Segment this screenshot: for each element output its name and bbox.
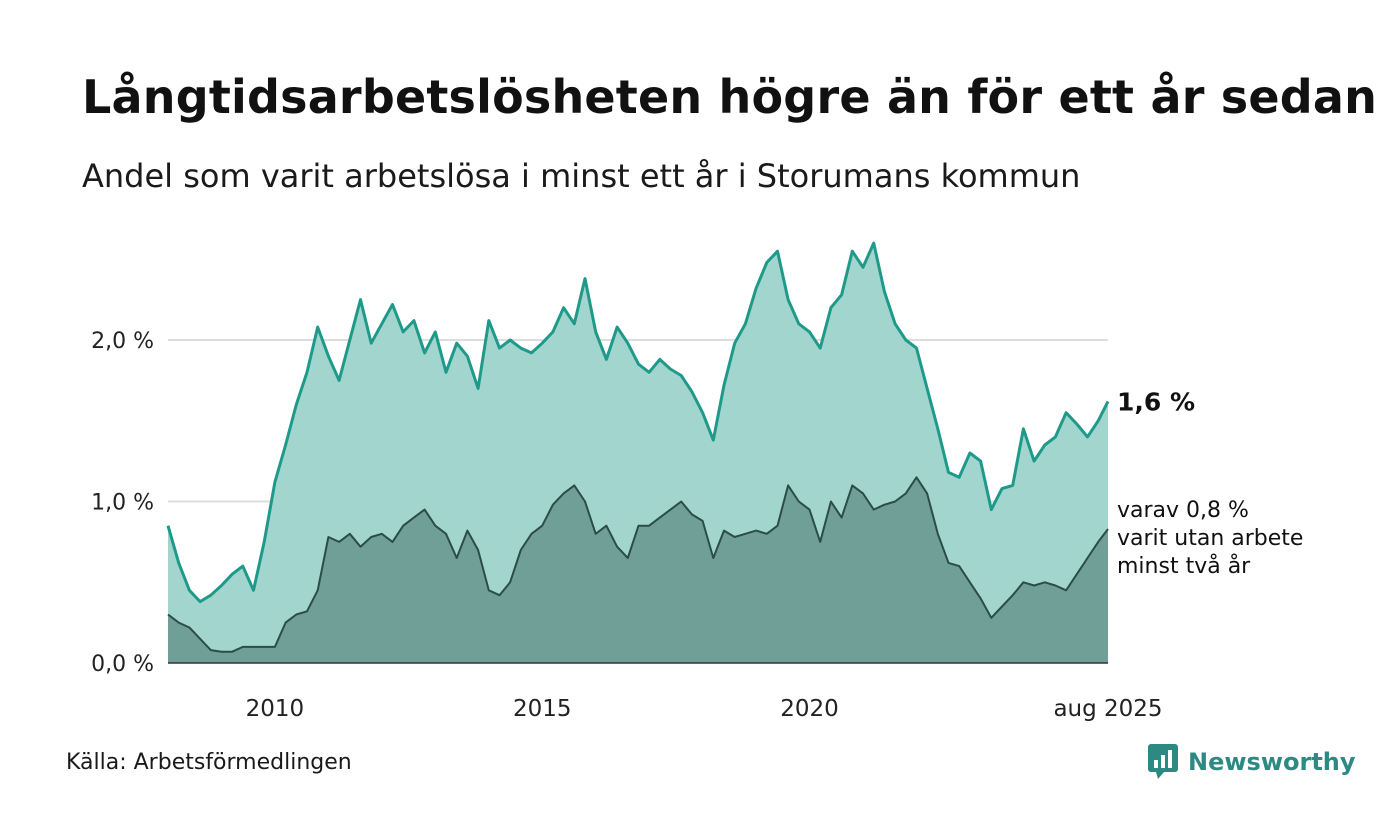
- x-tick-label: 2010: [246, 696, 305, 722]
- chart-subtitle: Andel som varit arbetslösa i minst ett å…: [82, 157, 1081, 195]
- x-tick-label: aug 2025: [1053, 696, 1162, 722]
- series-line-main: [166, 241, 1110, 604]
- series-areas: [168, 243, 1108, 663]
- series-area-sub: [168, 477, 1108, 663]
- end-label-main: 1,6 %: [1117, 387, 1195, 416]
- x-tick-label: 2020: [780, 696, 839, 722]
- end-label-sub-line: varav 0,8 %: [1117, 498, 1249, 523]
- newsworthy-logo-icon: [1148, 744, 1178, 779]
- series-line-sub: [167, 476, 1109, 653]
- brand-name: Newsworthy: [1188, 748, 1356, 776]
- chart-title: Långtidsarbetslösheten högre än för ett …: [82, 70, 1378, 124]
- y-tick-label: 1,0 %: [91, 491, 154, 516]
- series-lines: [166, 241, 1110, 653]
- y-tick-label: 0,0 %: [91, 652, 154, 677]
- y-tick-label: 2,0 %: [91, 329, 154, 354]
- x-tick-label: 2015: [513, 696, 572, 722]
- end-label-sub-line: varit utan arbete: [1117, 526, 1303, 551]
- source-note: Källa: Arbetsförmedlingen: [66, 750, 352, 775]
- axes: 0,0 % 1,0 % 2,0 % 2010 2015 2020 aug 2025: [91, 329, 1162, 722]
- end-label-sub-line: minst två år: [1117, 553, 1251, 579]
- brand[interactable]: Newsworthy: [1148, 744, 1356, 780]
